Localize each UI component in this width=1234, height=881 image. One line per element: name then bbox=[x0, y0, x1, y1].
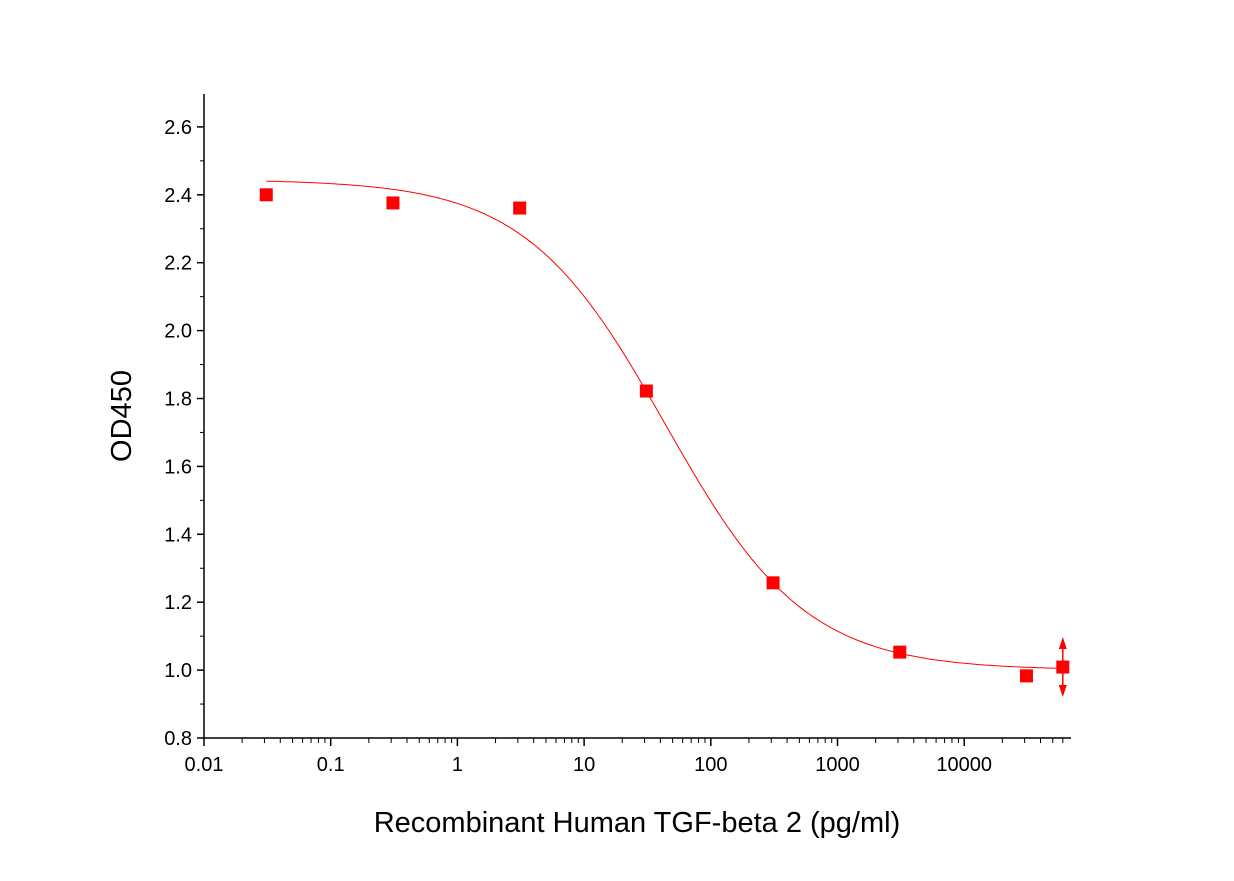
error-arrow-up bbox=[1058, 637, 1067, 650]
y-tick-label: 1.0 bbox=[164, 660, 192, 682]
y-tick-label: 2.4 bbox=[164, 185, 192, 207]
data-point bbox=[893, 645, 907, 659]
y-tick-label: 1.8 bbox=[164, 389, 192, 411]
y-axis-label: OD450 bbox=[106, 370, 138, 462]
error-arrow-down bbox=[1058, 685, 1067, 698]
ticks: 0.8 1.0 1.2 1.4 1.6 1.8 2.0 2.2 2.4 2.6 0.01 0.1 1 10… bbox=[164, 117, 1064, 776]
x-tick-label: 100 bbox=[694, 754, 727, 776]
y-tick-label: 2.6 bbox=[164, 117, 192, 139]
data-point bbox=[639, 384, 653, 398]
data-point bbox=[386, 196, 400, 210]
x-axis-label: Recombinant Human TGF-beta 2 (pg/ml) bbox=[374, 807, 901, 839]
y-tick-label: 2.0 bbox=[164, 321, 192, 343]
x-tick-label: 10000 bbox=[936, 754, 992, 776]
x-tick-label: 0.01 bbox=[185, 754, 224, 776]
axes bbox=[203, 94, 1071, 739]
y-tick-label: 1.6 bbox=[164, 456, 192, 478]
data-point bbox=[513, 201, 527, 215]
x-tick-label: 1000 bbox=[815, 754, 860, 776]
y-tick-label: 1.4 bbox=[164, 524, 192, 546]
x-tick-label: 0.1 bbox=[317, 754, 345, 776]
data-point bbox=[1019, 669, 1033, 683]
data-points bbox=[259, 188, 1070, 698]
y-tick-label: 0.8 bbox=[164, 728, 192, 750]
y-tick-label: 1.2 bbox=[164, 592, 192, 614]
y-tick-label: 2.2 bbox=[164, 253, 192, 275]
x-tick-label: 10 bbox=[573, 754, 595, 776]
data-point bbox=[1056, 660, 1070, 674]
data-point bbox=[766, 576, 780, 590]
data-point bbox=[259, 188, 273, 202]
fit-curve bbox=[266, 180, 1063, 669]
x-tick-label: 1 bbox=[452, 754, 463, 776]
